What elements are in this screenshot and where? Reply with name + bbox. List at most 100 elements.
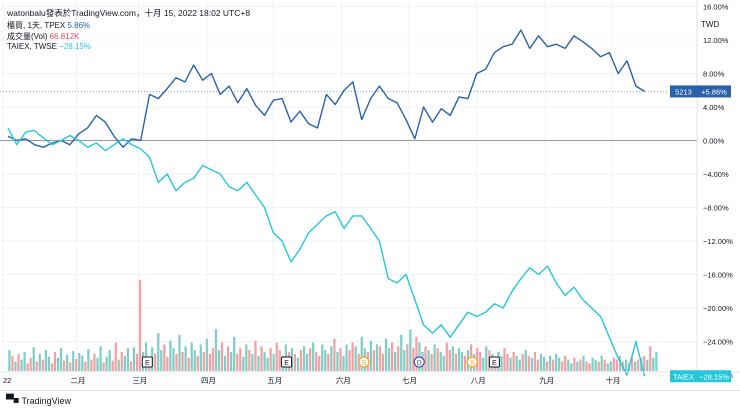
volume-bar xyxy=(272,353,275,371)
volume-bar xyxy=(163,344,166,371)
event-marker-s[interactable]: S xyxy=(466,356,478,368)
x-tick-label: 八月 xyxy=(471,376,486,385)
legend-item[interactable]: 成交量(Vol) 66.812K xyxy=(7,31,79,42)
volume-bar xyxy=(573,357,576,371)
volume-bar xyxy=(588,363,591,371)
volume-bar xyxy=(555,353,558,371)
legend-series-value: 66.812K xyxy=(47,32,80,41)
volume-bar xyxy=(506,353,509,371)
x-tick-label: 六月 xyxy=(336,375,351,385)
volume-bar xyxy=(579,359,582,371)
volume-bar xyxy=(220,342,224,371)
volume-bar xyxy=(245,344,248,371)
volume-bar xyxy=(102,362,105,371)
volume-bar xyxy=(72,351,75,371)
volume-bar xyxy=(96,357,99,371)
legend-series-value: 5.86% xyxy=(65,21,91,30)
volume-bar xyxy=(41,359,44,371)
volume-bar xyxy=(454,353,458,371)
volume-bar xyxy=(436,348,439,371)
volume-bar xyxy=(175,353,178,371)
volume-bar xyxy=(69,362,72,371)
volume-bar xyxy=(233,336,236,371)
volume-bar xyxy=(166,356,169,371)
volume-bar xyxy=(415,336,418,371)
volume-bar xyxy=(606,363,609,371)
volume-bar xyxy=(93,353,96,371)
volume-bar xyxy=(84,361,87,371)
volume-bar xyxy=(90,359,93,371)
series-line-taiex[interactable] xyxy=(7,127,646,377)
y-tick-label: −4.00% xyxy=(703,170,729,179)
svg-text:S: S xyxy=(470,360,475,367)
event-marker-e[interactable]: E xyxy=(141,356,153,368)
volume-bar xyxy=(558,357,561,371)
volume-bar xyxy=(248,350,251,371)
volume-bar xyxy=(299,350,303,371)
volume-bar xyxy=(634,361,637,371)
volume-bar xyxy=(226,346,230,371)
volume-bar xyxy=(424,346,427,371)
volume-bar xyxy=(594,359,597,371)
volume-bar xyxy=(324,350,327,371)
volume-bar xyxy=(236,353,239,371)
series-line-tpex[interactable] xyxy=(7,29,646,148)
volume-bar xyxy=(512,352,515,371)
volume-bar xyxy=(342,355,345,371)
y-tick-label: −20.00% xyxy=(703,304,733,313)
brand-name: TradingView xyxy=(21,395,71,406)
legend-item[interactable]: 櫃買, 1天, TPEX 5.86% xyxy=(7,20,90,31)
y-tick-label: 4.00% xyxy=(703,103,725,112)
event-marker-e[interactable]: E xyxy=(281,356,293,368)
volume-bar xyxy=(275,342,278,371)
last-value-taiex: TAIEX −28.15% xyxy=(670,370,731,383)
volume-bar xyxy=(500,355,503,371)
volume-bar xyxy=(348,350,351,371)
volume-bar xyxy=(178,334,181,371)
legend-item[interactable]: TAIEX, TWSE −28.15% xyxy=(7,42,91,51)
volume-bar xyxy=(105,356,108,371)
volume-bar xyxy=(56,357,60,371)
volume-bar xyxy=(378,346,382,371)
x-tick-label: 七月 xyxy=(402,376,417,385)
volume-bar xyxy=(29,357,32,371)
volume-bar xyxy=(354,346,357,371)
volume-bar xyxy=(126,348,129,371)
x-tick-label: 十月 xyxy=(606,375,621,385)
volume-bar xyxy=(372,350,376,371)
volume-bar xyxy=(652,357,655,371)
volume-bar xyxy=(269,348,272,371)
volume-bar xyxy=(527,355,530,371)
volume-bar xyxy=(585,361,588,371)
svg-text:−28.15%: −28.15% xyxy=(699,372,729,381)
volume-bar xyxy=(38,353,41,371)
volume-bar xyxy=(309,348,312,371)
volume-bar xyxy=(315,352,318,371)
volume-bar xyxy=(327,353,330,371)
volume-bar xyxy=(406,344,409,371)
event-marker-s[interactable]: S xyxy=(358,356,370,368)
comparison-chart[interactable]: E E S D S E TWD 16.00% 12.00% 8.00% 4.00% 0.00% −4… xyxy=(0,0,740,390)
volume-bar xyxy=(630,357,634,371)
svg-text:E: E xyxy=(492,360,497,367)
volume-bar xyxy=(312,342,315,371)
volume-bar xyxy=(293,353,297,371)
volume-bar xyxy=(278,350,281,371)
volume-bar xyxy=(11,355,14,371)
volume-bar xyxy=(181,352,184,371)
y-tick-label: 0.00% xyxy=(703,137,725,146)
volume-bar xyxy=(20,359,23,371)
volume-bar xyxy=(551,359,555,371)
volume-bar xyxy=(533,352,537,371)
last-value-tpex: 5213 +5.86% xyxy=(670,85,731,98)
event-marker-e[interactable]: E xyxy=(488,356,500,368)
event-marker-d[interactable]: D xyxy=(413,356,425,368)
tradingview-logo[interactable]: ▀▪ TradingView xyxy=(6,395,71,406)
volume-bar xyxy=(117,359,120,371)
time-axis[interactable]: 22 二月 三月 四月 五月 六月 七月 八月 九月 十月 xyxy=(3,375,621,385)
x-tick-label: 22 xyxy=(3,376,11,385)
volume-bar xyxy=(403,350,406,371)
svg-text:E: E xyxy=(145,360,150,367)
volume-bar xyxy=(391,342,394,371)
